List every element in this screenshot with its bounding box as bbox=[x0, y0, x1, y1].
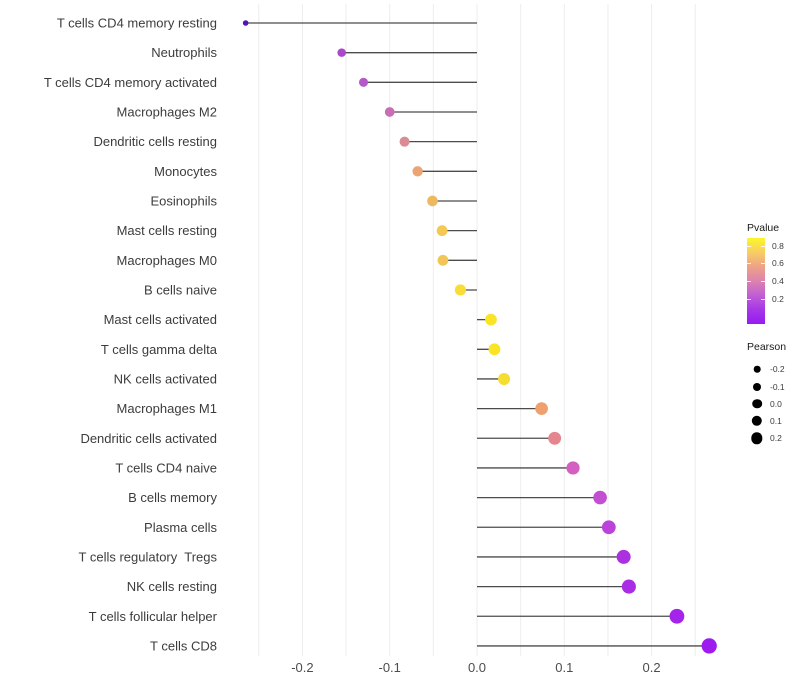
category-label: NK cells resting bbox=[127, 579, 217, 594]
pvalue-tick-label: 0.4 bbox=[772, 275, 784, 286]
pvalue-tick-mark bbox=[747, 299, 751, 300]
category-label: Mast cells activated bbox=[104, 312, 217, 327]
dot bbox=[437, 254, 449, 266]
dot bbox=[548, 431, 562, 445]
category-label: Plasma cells bbox=[144, 520, 217, 535]
pvalue-tick-mark bbox=[747, 281, 751, 282]
pvalue-tick-mark bbox=[747, 263, 751, 264]
pvalue-tick-mark bbox=[761, 281, 765, 282]
pvalue-tick-label: 0.2 bbox=[772, 293, 784, 304]
pearson-legend-dot bbox=[753, 366, 761, 373]
pvalue-tick-label: 0.8 bbox=[772, 240, 784, 251]
dot bbox=[616, 549, 631, 564]
category-label: Macrophages M2 bbox=[117, 104, 217, 119]
category-label: T cells CD8 bbox=[150, 638, 217, 653]
dot bbox=[566, 461, 580, 475]
dot bbox=[242, 20, 249, 26]
dot bbox=[621, 579, 636, 594]
pvalue-legend-title: Pvalue bbox=[747, 222, 780, 234]
dot bbox=[488, 343, 501, 356]
category-label: Neutrophils bbox=[151, 45, 217, 60]
category-label: T cells CD4 naive bbox=[115, 460, 217, 475]
x-axis-tick-label: 0.1 bbox=[555, 660, 573, 675]
category-label: T cells follicular helper bbox=[89, 609, 218, 624]
category-label: B cells memory bbox=[128, 490, 217, 505]
dot bbox=[384, 107, 395, 117]
dot bbox=[436, 225, 448, 237]
dot bbox=[485, 313, 497, 326]
dot bbox=[427, 195, 438, 207]
dot bbox=[535, 402, 548, 415]
pvalue-tick-mark bbox=[747, 245, 751, 247]
pvalue-tick-mark bbox=[761, 263, 765, 264]
dot bbox=[412, 166, 423, 177]
pearson-legend-label: 0.2 bbox=[770, 433, 782, 444]
x-axis-tick-label: -0.2 bbox=[291, 660, 313, 675]
category-label: NK cells activated bbox=[114, 371, 217, 386]
pvalue-tick-label: 0.6 bbox=[772, 257, 784, 268]
dot bbox=[601, 520, 616, 535]
pearson-legend-label: -0.2 bbox=[770, 364, 785, 375]
category-label: Macrophages M1 bbox=[117, 401, 217, 416]
dot bbox=[498, 372, 511, 385]
dot bbox=[454, 284, 467, 296]
dot bbox=[358, 77, 369, 87]
pearson-legend-dot bbox=[751, 432, 763, 444]
pearson-legend-label: 0.0 bbox=[770, 398, 782, 409]
category-label: T cells gamma delta bbox=[101, 342, 218, 357]
pvalue-tick-mark bbox=[761, 245, 765, 247]
category-label: B cells naive bbox=[144, 282, 217, 297]
pearson-legend-title: Pearson bbox=[747, 341, 787, 353]
category-label: Monocytes bbox=[154, 164, 217, 179]
category-label: Eosinophils bbox=[151, 193, 218, 208]
dot bbox=[337, 48, 346, 57]
category-label: Dendritic cells activated bbox=[80, 431, 217, 446]
x-axis-tick-label: -0.1 bbox=[378, 660, 400, 675]
pvalue-colorbar bbox=[747, 238, 765, 324]
dot bbox=[669, 608, 685, 624]
pearson-legend-dot bbox=[753, 382, 761, 391]
x-axis-tick-label: 0.0 bbox=[468, 660, 486, 675]
pearson-legend-dot bbox=[752, 399, 762, 409]
dot bbox=[593, 490, 607, 505]
pearson-legend-label: -0.1 bbox=[770, 381, 785, 392]
pearson-legend-label: 0.1 bbox=[770, 415, 782, 426]
category-label: Dendritic cells resting bbox=[93, 134, 217, 149]
category-label: Macrophages M0 bbox=[117, 253, 217, 268]
x-axis-tick-label: 0.2 bbox=[643, 660, 661, 675]
category-label: Mast cells resting bbox=[117, 223, 217, 238]
pvalue-tick-mark bbox=[761, 299, 765, 300]
category-label: T cells CD4 memory activated bbox=[44, 75, 217, 90]
dot bbox=[701, 638, 717, 654]
category-label: T cells regulatory Tregs bbox=[79, 549, 218, 564]
pearson-legend-dot bbox=[751, 415, 763, 427]
category-label: T cells CD4 memory resting bbox=[57, 16, 217, 31]
dot bbox=[399, 136, 410, 147]
